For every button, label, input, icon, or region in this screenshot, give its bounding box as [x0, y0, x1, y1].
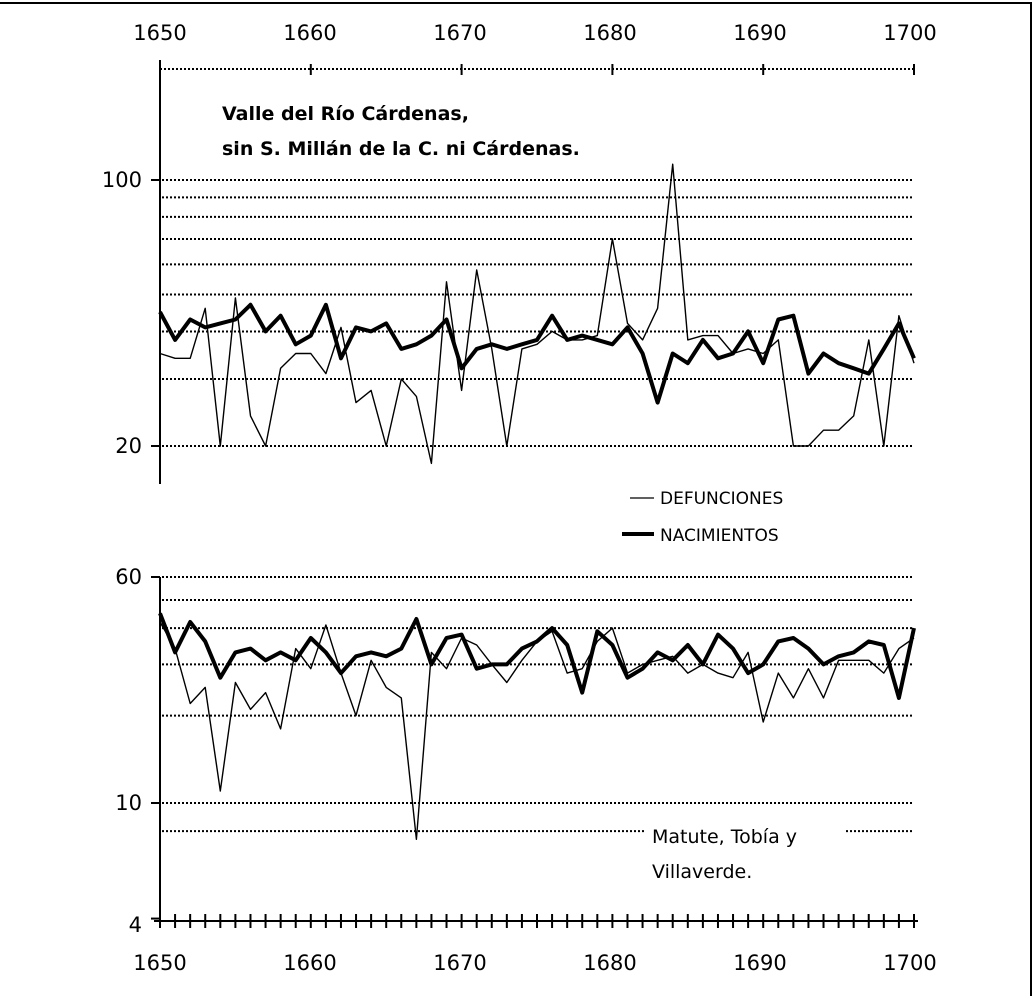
- bottom-panel: [151, 576, 918, 928]
- top-panel-title-line: sin S. Millán de la C. ni Cárdenas.: [222, 138, 580, 160]
- top-x-tick-label: 1700: [883, 21, 936, 45]
- bottom-panel-title: Matute, Tobía y Villaverde.: [652, 826, 797, 883]
- top-x-tick-label: 1670: [433, 21, 486, 45]
- top-panel-title: Valle del Río Cárdenas, sin S. Millán de…: [222, 103, 580, 160]
- top-x-tick-label: 1650: [133, 21, 186, 45]
- series-line-nacimientos: [158, 302, 916, 405]
- bottom-y-tick-label: 60: [115, 565, 142, 589]
- top-x-tick-labels: 1650 1660 1670 1680 1690 1700: [133, 21, 936, 45]
- legend: DEFUNCIONES NACIMIENTOS: [622, 489, 783, 546]
- bottom-panel-title-line: Matute, Tobía y: [652, 826, 797, 848]
- bottom-panel-title-background: [645, 820, 845, 892]
- top-x-tick-label: 1660: [283, 21, 336, 45]
- bottom-panel-title-line: Villaverde.: [652, 861, 752, 883]
- bottom-x-tick-label: 1690: [733, 951, 786, 975]
- bottom-x-tick-label: 1650: [133, 951, 186, 975]
- series-line-defunciones: [159, 163, 915, 465]
- bottom-y-tick-label: 10: [115, 791, 142, 815]
- top-y-tick-labels: 100 20: [102, 168, 142, 458]
- top-y-tick-label: 20: [115, 434, 142, 458]
- bottom-x-tick-labels: 1650 1660 1670 1680 1690 1700: [133, 951, 936, 975]
- bottom-x-tick-label: 1700: [883, 951, 936, 975]
- top-panel: [151, 60, 916, 484]
- bottom-x-tick-label: 1680: [583, 951, 636, 975]
- bottom-y-tick-labels: 60 10 4: [115, 565, 142, 937]
- bottom-y-tick-label: 4: [129, 913, 142, 937]
- series-line-nacimientos: [158, 612, 916, 700]
- legend-label: DEFUNCIONES: [660, 489, 783, 509]
- bottom-x-tick-label: 1670: [433, 951, 486, 975]
- bottom-x-tick-label: 1660: [283, 951, 336, 975]
- top-x-tick-label: 1680: [583, 21, 636, 45]
- top-y-tick-label: 100: [102, 168, 142, 192]
- top-x-tick-label: 1690: [733, 21, 786, 45]
- legend-label: NACIMIENTOS: [660, 526, 779, 546]
- top-panel-title-line: Valle del Río Cárdenas,: [222, 103, 469, 125]
